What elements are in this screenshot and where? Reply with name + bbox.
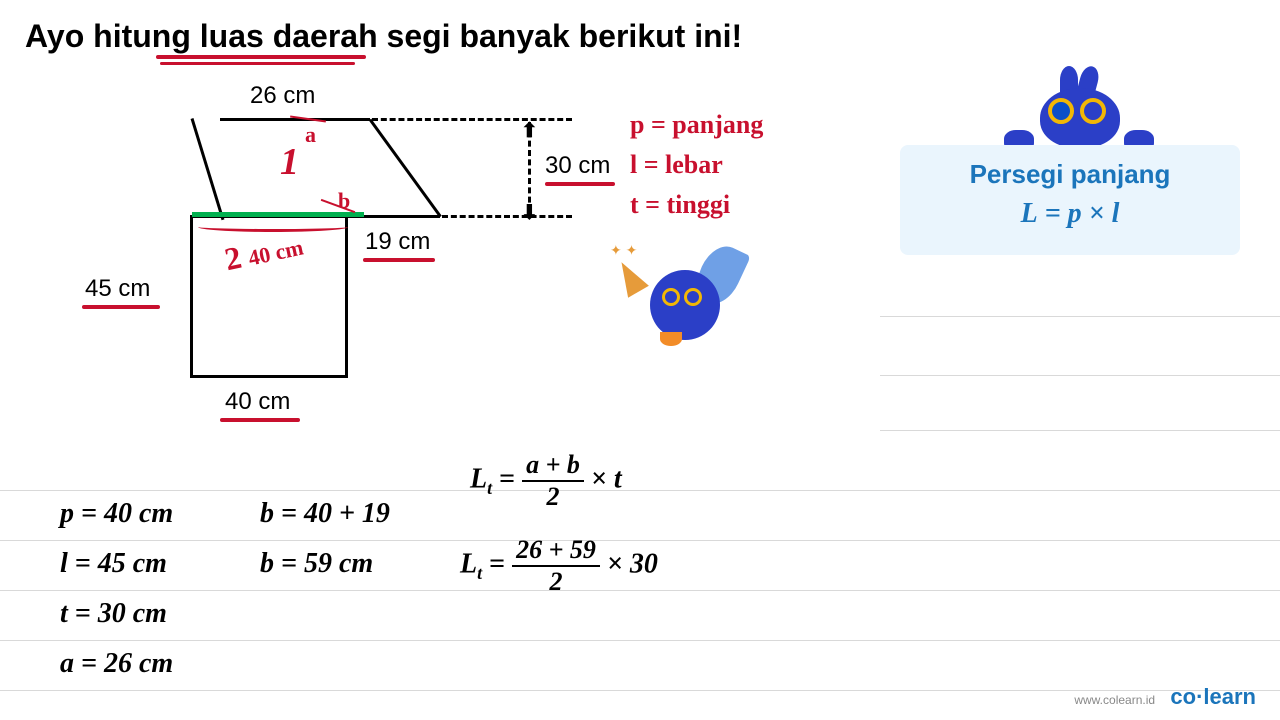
title-underline <box>156 55 366 59</box>
formula-card-formula: L = p × l <box>900 198 1240 230</box>
dashed-top-ext <box>372 118 572 121</box>
calc-b1: b = 40 + 19 <box>260 498 390 530</box>
calc-p: p = 40 cm <box>60 498 173 530</box>
red-underline <box>220 418 300 422</box>
hint-l: l = lebar <box>630 150 723 180</box>
annot-40cm-red: 40 cm <box>246 235 306 272</box>
red-underline <box>363 258 435 262</box>
annot-1: 1 <box>280 140 299 184</box>
rule-line <box>0 490 1280 491</box>
formula-Lt-general: Lt = a + b 2 × t <box>470 450 622 512</box>
red-squiggle <box>198 222 348 232</box>
formula-card: Persegi panjang L = p × l <box>900 145 1240 255</box>
dim-top: 26 cm <box>250 82 315 110</box>
calc-t: t = 30 cm <box>60 598 167 630</box>
rect-right <box>345 215 348 375</box>
annot-a: a <box>305 122 316 148</box>
mascot-celebrate-icon: ✦ ✦ <box>610 250 750 360</box>
red-underline <box>545 182 615 186</box>
arrow-down-icon: ⬇ <box>521 200 538 225</box>
hint-t: t = tinggi <box>630 190 730 220</box>
arrow-up-icon: ⬆ <box>521 118 538 143</box>
calc-l: l = 45 cm <box>60 548 167 580</box>
dim-left: 45 cm <box>85 275 150 303</box>
calc-a: a = 26 cm <box>60 648 173 680</box>
trapezoid-right <box>369 119 442 218</box>
dashed-bot-ext <box>442 215 572 218</box>
hint-p: p = panjang <box>630 110 763 140</box>
rule-line <box>880 430 1280 431</box>
rect-bottom <box>190 375 348 378</box>
rect-left <box>190 215 193 375</box>
rule-line <box>0 640 1280 641</box>
dim-height: 30 cm <box>545 152 610 180</box>
trapezoid-left <box>191 118 225 220</box>
formula-card-title: Persegi panjang <box>900 159 1240 190</box>
formula-Lt-values: Lt = 26 + 59 2 × 30 <box>460 535 658 597</box>
rule-line <box>880 316 1280 317</box>
red-underline <box>82 305 160 309</box>
title-underline <box>160 62 355 65</box>
footer-url: www.colearn.id <box>1074 693 1155 707</box>
trapezoid-top <box>220 118 370 121</box>
annot-2: 2 <box>221 239 244 279</box>
footer-brand: co·learn <box>1170 684 1256 709</box>
mascot-top-icon <box>1010 80 1150 150</box>
page-title: Ayo hitung luas daerah segi banyak berik… <box>25 18 742 55</box>
dim-side: 19 cm <box>365 228 430 256</box>
footer: www.colearn.id co·learn <box>1074 684 1256 710</box>
calc-b2: b = 59 cm <box>260 548 373 580</box>
dim-bottom: 40 cm <box>225 388 290 416</box>
rule-line <box>880 375 1280 376</box>
